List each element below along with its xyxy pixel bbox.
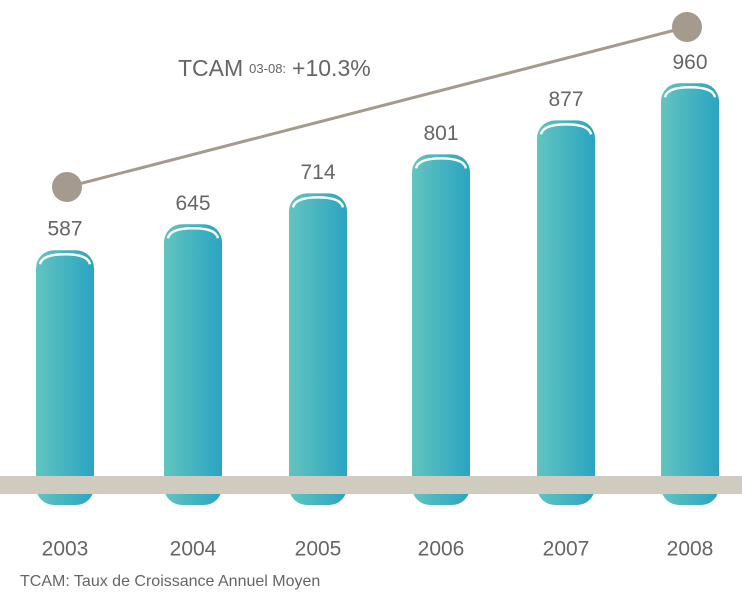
trend-end xyxy=(672,12,702,42)
annotation-prefix: TCAM xyxy=(178,55,243,81)
footnote: TCAM: Taux de Croissance Annuel Moyen xyxy=(20,573,320,590)
value-label: 587 xyxy=(47,218,82,241)
bar xyxy=(537,120,595,506)
annotation: TCAM 03-08: +10.3% xyxy=(178,55,371,81)
bar xyxy=(289,193,347,505)
value-label: 877 xyxy=(548,88,583,111)
bar-highlight xyxy=(539,123,593,135)
bar xyxy=(412,154,470,505)
x-tick-label: 2003 xyxy=(42,538,89,561)
bar xyxy=(36,250,94,505)
base-platform xyxy=(0,476,742,494)
value-label: 714 xyxy=(300,161,335,184)
x-tick-label: 2007 xyxy=(543,538,590,561)
bar xyxy=(164,224,222,505)
trend-line xyxy=(66,25,688,189)
bar-highlight xyxy=(291,196,345,208)
x-tick-label: 2005 xyxy=(295,538,342,561)
value-label: 960 xyxy=(672,51,707,74)
bar-highlight xyxy=(414,157,468,169)
annotation-value: +10.3% xyxy=(292,55,371,81)
bar-highlight xyxy=(663,85,717,98)
trend-start xyxy=(52,172,82,202)
bar xyxy=(661,83,719,505)
x-tick-label: 2004 xyxy=(170,538,217,561)
value-label: 645 xyxy=(175,192,210,215)
value-label: 801 xyxy=(423,122,458,145)
bar-highlight xyxy=(38,252,92,265)
bars xyxy=(36,83,719,506)
bar-highlight xyxy=(166,226,220,239)
x-tick-label: 2006 xyxy=(418,538,465,561)
x-tick-label: 2008 xyxy=(667,538,714,561)
annotation-period: 03-08: xyxy=(249,61,286,76)
